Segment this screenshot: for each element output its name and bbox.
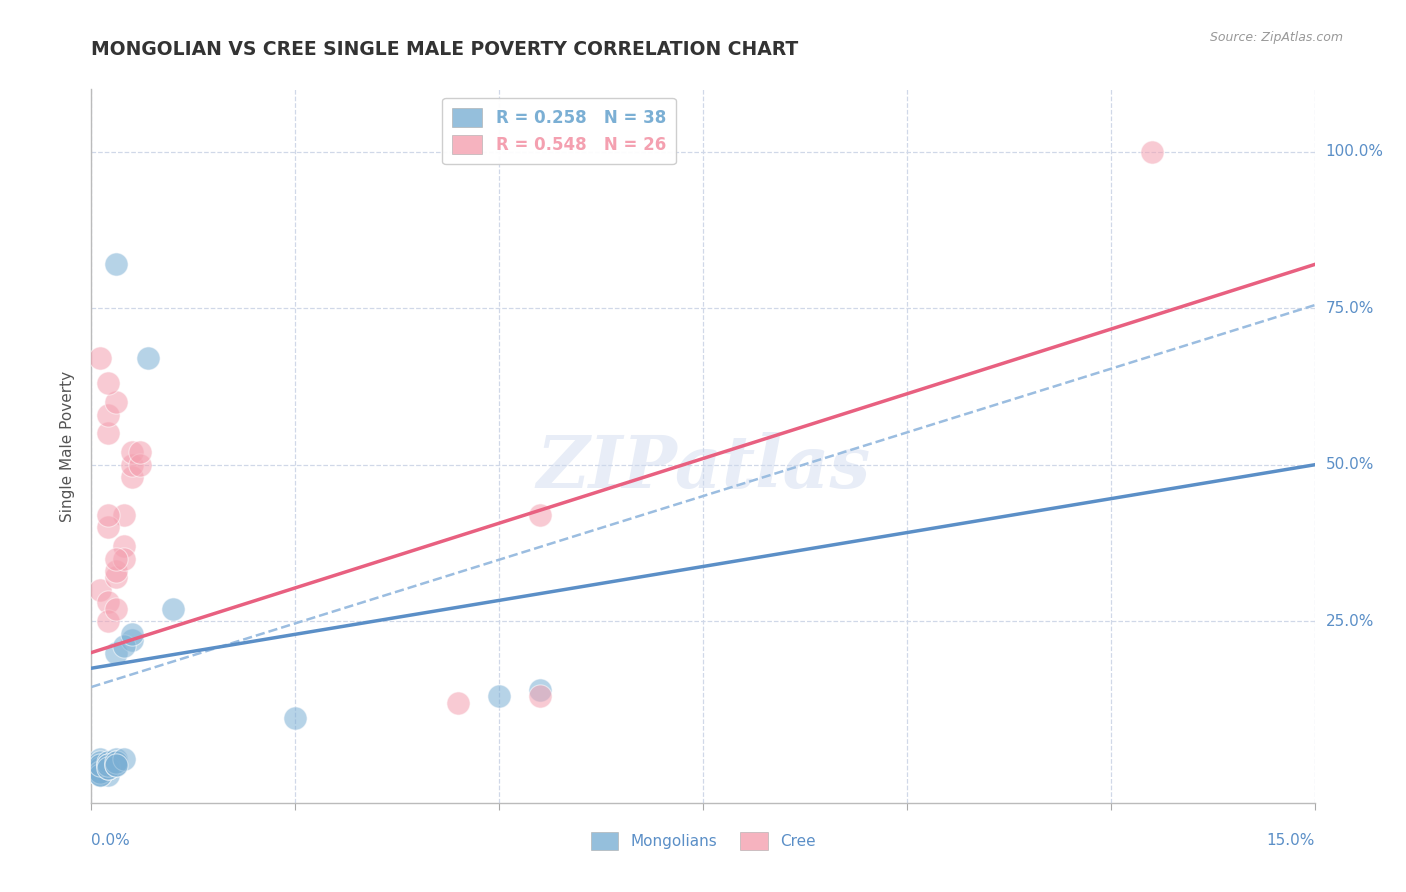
- Text: 50.0%: 50.0%: [1326, 458, 1374, 472]
- Y-axis label: Single Male Poverty: Single Male Poverty: [60, 370, 76, 522]
- Point: [529, 508, 551, 522]
- Point: [97, 408, 120, 422]
- Point: [104, 601, 127, 615]
- Point: [129, 458, 152, 472]
- Point: [112, 551, 135, 566]
- Point: [97, 508, 120, 522]
- Point: [529, 690, 551, 704]
- Point: [97, 614, 120, 628]
- Point: [89, 752, 111, 766]
- Point: [97, 761, 120, 775]
- Text: Source: ZipAtlas.com: Source: ZipAtlas.com: [1209, 31, 1343, 45]
- Point: [104, 752, 127, 766]
- Point: [121, 458, 143, 472]
- Point: [97, 755, 120, 769]
- Point: [488, 690, 510, 704]
- Point: [89, 758, 111, 772]
- Point: [121, 445, 143, 459]
- Point: [104, 257, 127, 271]
- Point: [121, 627, 143, 641]
- Point: [89, 765, 111, 780]
- Point: [112, 640, 135, 654]
- Point: [104, 646, 127, 660]
- Text: 100.0%: 100.0%: [1326, 145, 1384, 160]
- Point: [112, 508, 135, 522]
- Point: [162, 601, 184, 615]
- Point: [89, 764, 111, 779]
- Text: 25.0%: 25.0%: [1326, 614, 1374, 629]
- Point: [97, 755, 120, 769]
- Point: [97, 758, 120, 772]
- Point: [97, 376, 120, 391]
- Point: [129, 445, 152, 459]
- Point: [529, 683, 551, 698]
- Point: [89, 761, 111, 775]
- Point: [121, 470, 143, 484]
- Point: [104, 755, 127, 769]
- Point: [447, 696, 470, 710]
- Point: [121, 633, 143, 648]
- Text: MONGOLIAN VS CREE SINGLE MALE POVERTY CORRELATION CHART: MONGOLIAN VS CREE SINGLE MALE POVERTY CO…: [91, 40, 799, 59]
- Point: [97, 761, 120, 775]
- Point: [138, 351, 160, 366]
- Point: [104, 395, 127, 409]
- Text: 75.0%: 75.0%: [1326, 301, 1374, 316]
- Point: [97, 761, 120, 775]
- Point: [104, 755, 127, 769]
- Point: [104, 570, 127, 584]
- Legend: Mongolians, Cree: Mongolians, Cree: [585, 826, 821, 855]
- Point: [97, 758, 120, 772]
- Point: [89, 764, 111, 779]
- Point: [104, 564, 127, 578]
- Text: ZIPatlas: ZIPatlas: [536, 432, 870, 503]
- Point: [89, 764, 111, 779]
- Point: [97, 520, 120, 534]
- Point: [97, 767, 120, 781]
- Point: [112, 539, 135, 553]
- Point: [89, 582, 111, 597]
- Point: [104, 758, 127, 772]
- Point: [89, 767, 111, 781]
- Text: 15.0%: 15.0%: [1267, 833, 1315, 848]
- Point: [104, 758, 127, 772]
- Point: [112, 752, 135, 766]
- Point: [89, 758, 111, 772]
- Point: [1140, 145, 1163, 159]
- Point: [97, 595, 120, 609]
- Point: [89, 761, 111, 775]
- Text: 0.0%: 0.0%: [91, 833, 131, 848]
- Point: [104, 551, 127, 566]
- Point: [97, 758, 120, 772]
- Point: [89, 767, 111, 781]
- Point: [284, 711, 307, 725]
- Point: [97, 426, 120, 441]
- Point: [89, 755, 111, 769]
- Point: [89, 351, 111, 366]
- Point: [89, 767, 111, 781]
